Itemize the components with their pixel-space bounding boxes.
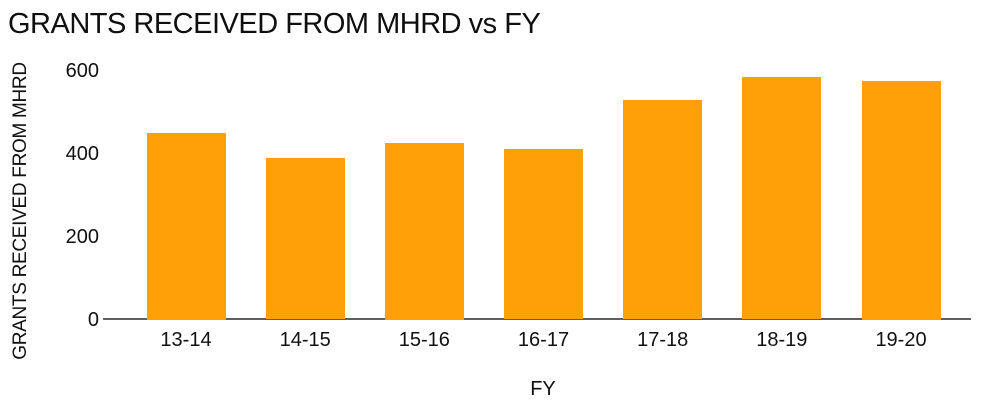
y-tick-label: 200 [65,225,99,248]
x-tick-label: 17-18 [637,329,689,351]
bar-16-17 [504,149,583,320]
x-axis-title: FY [530,378,556,400]
x-tick-label: 14-15 [279,329,331,351]
bar-19-20 [861,80,941,320]
x-tick-label: 13-14 [160,329,212,351]
bar-13-14 [146,132,226,320]
bar-17-18 [623,99,703,320]
bar-14-15 [265,157,345,320]
x-tick-label: 18-19 [756,329,808,351]
y-tick-label: 600 [65,59,99,82]
x-tick-label: 16-17 [517,329,570,351]
y-tick-label: 0 [87,308,99,331]
y-tick-label: 400 [65,142,99,165]
chart-title: GRANTS RECEIVED FROM MHRD vs FY [8,8,541,40]
bar-18-19 [742,76,822,320]
x-tick-label: 19-20 [875,329,927,351]
x-tick-label: 15-16 [398,329,450,351]
bar-15-16 [384,143,464,320]
